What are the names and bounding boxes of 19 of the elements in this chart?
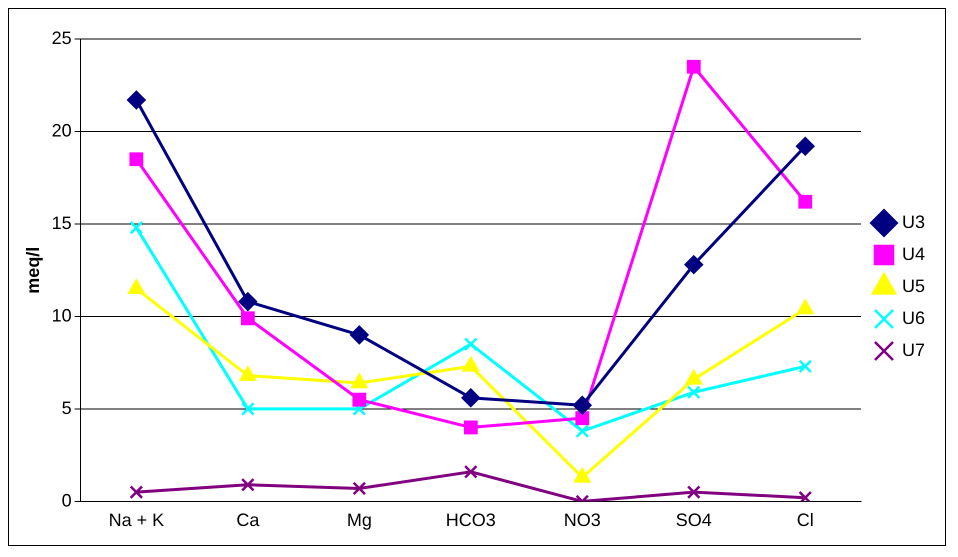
legend-label: U3 [902, 212, 926, 232]
legend-label: U4 [902, 244, 926, 264]
y-axis-title: meq/l [22, 246, 43, 294]
y-tick-label: 15 [52, 212, 72, 233]
x-tick-label: Ca [236, 510, 260, 530]
x-tick-label: Cl [796, 510, 814, 530]
legend-label: U6 [902, 308, 926, 328]
y-tick-label: 0 [62, 490, 72, 510]
y-tick-label: 5 [62, 398, 72, 418]
y-tick-label: 10 [52, 305, 72, 326]
x-tick-label: NO3 [564, 510, 601, 530]
legend-label: U7 [902, 340, 926, 360]
y-tick-label: 20 [52, 120, 72, 140]
legend-label: U5 [902, 276, 926, 296]
x-tick-label: Na + K [108, 510, 164, 530]
x-tick-label: Mg [346, 510, 372, 530]
x-tick-label: HCO3 [446, 510, 496, 530]
x-tick-label: SO4 [676, 510, 712, 530]
y-tick-label: 25 [52, 28, 72, 48]
